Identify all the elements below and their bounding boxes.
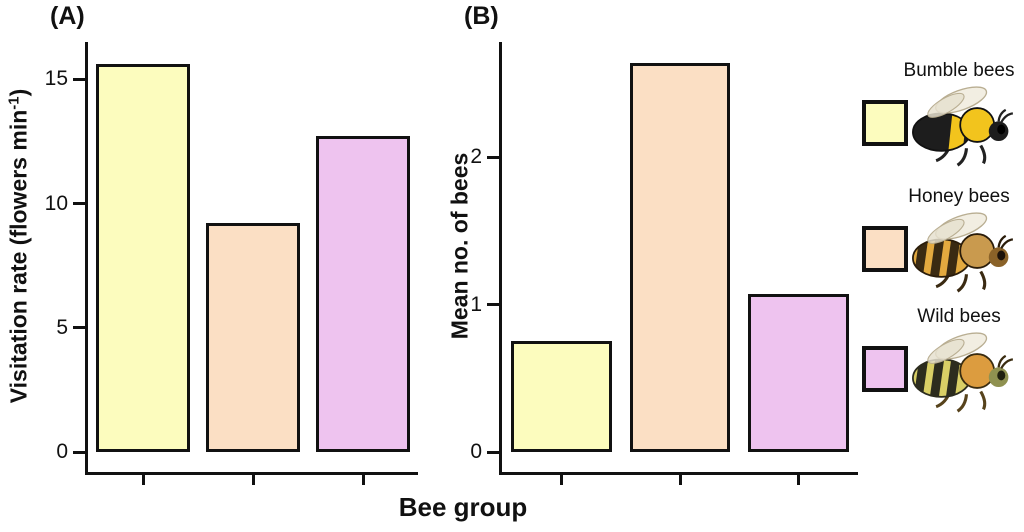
legend-label-honey-bees: Honey bees — [908, 186, 1010, 207]
y-tick-label: 5 — [56, 315, 68, 339]
legend-item-bumble-bees: Bumble bees — [856, 60, 1024, 184]
legend-label-bumble-bees: Bumble bees — [903, 60, 1015, 81]
legend-swatch-bumble-bees — [862, 100, 908, 146]
y-tick-label: 15 — [44, 67, 68, 91]
x-tick-wild-bees — [797, 475, 801, 485]
bar-bumble-bees — [510, 341, 612, 452]
panel-a-y-axis-label: Visitation rate (flowers min-1) — [6, 89, 33, 404]
x-tick-wild-bees — [361, 475, 365, 485]
honey-bee-image — [904, 208, 1020, 299]
legend-label-wild-bees: Wild bees — [917, 306, 1001, 327]
y-tick-label: 2 — [470, 145, 482, 169]
bar-wild-bees — [748, 294, 850, 452]
y-tick-mark — [487, 450, 499, 454]
panel-b-tag: (B) — [464, 2, 499, 30]
x-tick-bumble-bees — [141, 475, 145, 485]
bar-honey-bees — [629, 62, 731, 452]
panel-b-plot: 0 1 2 — [470, 42, 858, 485]
y-tick-mark — [487, 303, 499, 307]
legend-item-wild-bees: Wild bees — [856, 306, 1024, 430]
x-tick-honey-bees — [678, 475, 682, 485]
bar-wild-bees — [316, 136, 410, 452]
panel-a-y-axis-label-superscript: -1 — [5, 96, 23, 110]
y-tick-mark — [73, 77, 85, 81]
legend-item-honey-bees: Honey bees — [856, 186, 1024, 310]
panel-a-tag: (A) — [50, 2, 85, 30]
bar-honey-bees — [206, 223, 300, 452]
bumble-bee-image — [904, 82, 1020, 173]
y-tick-label: 0 — [470, 440, 482, 463]
panel-a-plot: 0 5 10 15 — [45, 42, 418, 485]
y-tick-label: 10 — [44, 191, 68, 215]
x-tick-bumble-bees — [559, 475, 563, 485]
y-tick-label: 0 — [56, 440, 68, 463]
x-axis-label: Bee group — [398, 492, 528, 522]
y-tick-mark — [73, 202, 85, 205]
wild-bee-image — [904, 328, 1020, 419]
legend-swatch-honey-bees — [862, 226, 908, 272]
legend-swatch-wild-bees — [862, 346, 908, 392]
y-tick-mark — [73, 450, 85, 454]
x-tick-honey-bees — [251, 475, 255, 485]
y-tick-label: 1 — [470, 292, 482, 316]
y-tick-mark — [73, 326, 85, 330]
bar-bumble-bees — [96, 64, 190, 452]
panel-a-y-axis-label-text: Visitation rate (flowers min — [5, 109, 32, 404]
y-tick-mark — [487, 155, 499, 159]
